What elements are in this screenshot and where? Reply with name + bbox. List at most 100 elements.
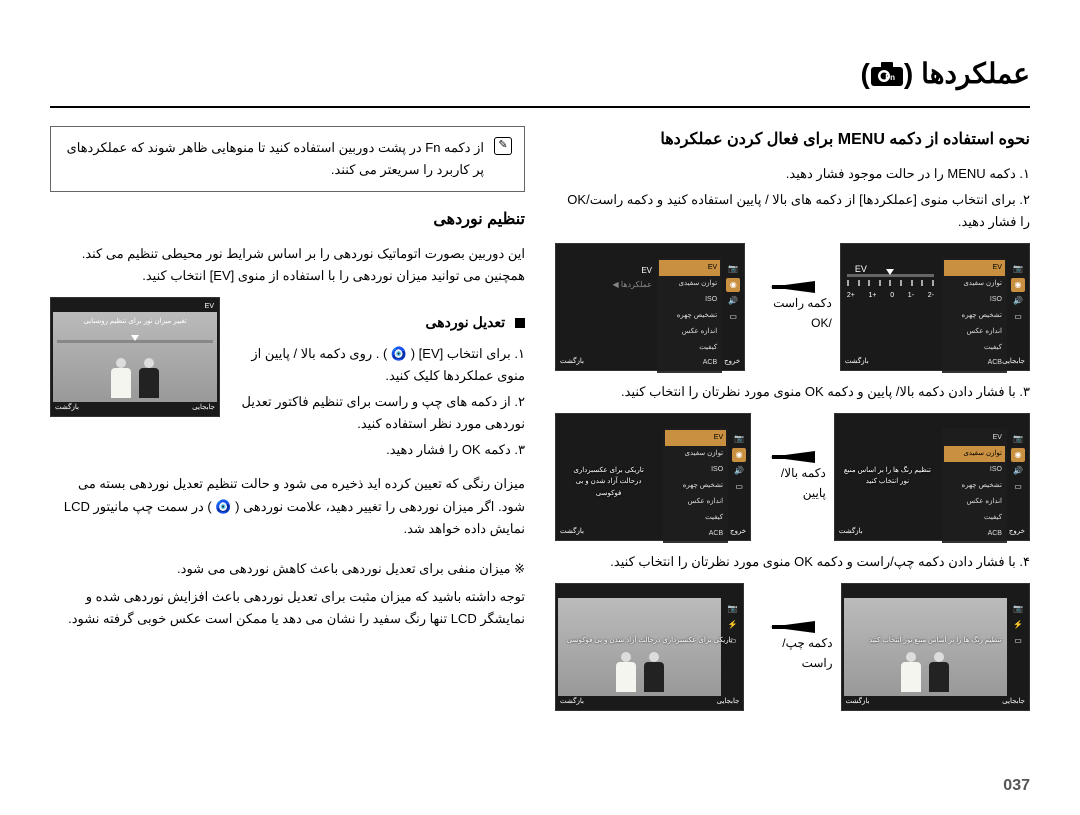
display-icon: ▭ [1011,310,1025,324]
menu-item: توازن سفیدی [665,446,726,462]
side-label: EV [641,266,652,275]
mode-icon: 📷 [726,262,740,276]
sound-icon: 🔊 [1011,294,1025,308]
arrow-left-icon [770,451,815,463]
ev-num: 0 [890,290,894,302]
menu-item: EV [944,260,1005,276]
camera-screen-right-3: 📷 ⚡ ▭ تاریکی برای عکسبرداری درحالت آزاد … [555,583,744,711]
camera-pair-1: 📷 ◉ 🔊 ▭ EV توازن سفیدی ISO تشخیص چهره ان… [555,243,1030,371]
step-3: ۳. با فشار دادن دکمه بالا/ پایین و دکمه … [555,381,1030,403]
step-4: ۴. با فشار دادن دکمه چپ/راست و دکمه OK م… [555,551,1030,573]
left-step-2: ۲. از دکمه های چپ و راست برای تنظیم فاکت… [234,391,525,435]
camera-screen-ev-1: 📷 ◉ 🔊 ▭ EV توازن سفیدی ISO تشخیص چهره ان… [840,243,1030,371]
exposure-camera-screen: EV تغییر میزان نور برای تنظیم روشنایی ج [50,297,220,417]
note2-line1: ※ میزان منفی برای تعدیل نوردهی باعث کاهش… [50,558,525,580]
back-label: بازگشت [560,526,584,538]
step-1: ۱. دکمه MENU را در حالت موجود فشار دهید. [555,163,1030,185]
icon-column: 📷 ◉ 🔊 ▭ [1011,432,1025,494]
mode-icon: 📷 [1011,602,1025,616]
bullet-icon [515,318,525,328]
menu-item: تشخیص چهره [659,308,720,324]
menu-item: تشخیص چهره [665,478,726,494]
move-label: جابجایی [1002,696,1025,708]
menu-item: تشخیص چهره [944,308,1005,324]
flash-icon: ⚡ [1011,618,1025,632]
sub-heading-text: تعدیل نوردهی [426,314,506,330]
display-icon: ▭ [726,310,740,324]
photo-preview [558,598,721,696]
menu-item: اندازه عکس [944,324,1005,340]
exposure-heading: تنظیم نوردهی [50,206,525,233]
back-label: بازگشت [846,696,870,708]
menu-item: اندازه عکس [944,494,1005,510]
camera-screen-left-3: 📷 ⚡ ▭ تنظیم رنگ ها را بر اساس منبع نور ا… [841,583,1030,711]
menu-item: کیفیت [944,340,1005,356]
page-title: عملکردها ( Fn ) [50,50,1030,108]
camera-screen-menu-1: 📷 ◉ 🔊 ▭ EV توازن سفیدی ISO تشخیص چهره ان… [555,243,745,371]
mode-icon: 📷 [1011,262,1025,276]
note-box: ✎ از دکمه Fn در پشت دوربین استفاده کنید … [50,126,525,192]
ev-num: +2 [847,290,855,302]
left-step-1: ۱. برای انتخاب [EV] ( 🧿 ) . روی دکمه بال… [234,343,525,387]
menu-item: کیفیت [665,510,726,526]
display-icon: ▭ [1011,480,1025,494]
move-label: جابجایی [192,402,215,414]
back-label: بازگشت [560,696,584,708]
display-icon: ▭ [732,480,746,494]
right-heading: نحوه استفاده از دکمه MENU برای فعال کردن… [555,126,1030,153]
pair-label-2: دکمه بالا/پایین [759,463,826,504]
ev-num: -2 [928,290,934,302]
back-label: بازگشت [845,356,869,368]
exit-label: خروج [730,526,746,538]
move-label: جابجایی [1002,356,1025,368]
back-label: بازگشت [839,526,863,538]
ev-num: -1 [908,290,914,302]
camera-pair-2: 📷 ◉ 🔊 ▭ EV توازن سفیدی ISO تشخیص چهره ان… [555,413,1030,541]
exit-label: خروج [724,356,740,368]
menu-item: ISO [665,462,726,478]
func-icon: ◉ [1011,278,1025,292]
mode-icon: 📷 [1011,432,1025,446]
move-label: جابجایی [717,696,740,708]
pair-label-1: دکمه راست /OK [753,293,832,334]
mode-icon: 📷 [732,432,746,446]
flash-icon: ⚡ [725,618,739,632]
title-text: عملکردها [921,50,1030,98]
menu-item: ISO [944,292,1005,308]
hint-text: تاریکی برای عکسبرداری درحالت آزاد شدن و … [556,635,743,647]
bottom-bar: جابجایی بازگشت [55,402,215,414]
icon-column: 📷 ◉ 🔊 ▭ [1011,262,1025,324]
menu-item: اندازه عکس [665,494,726,510]
note-icon: ✎ [494,137,512,155]
menu-item: EV [659,260,720,276]
func-icon: ◉ [1011,448,1025,462]
bottom-bar: جابجایی بازگشت [845,356,1025,368]
icon-column: 📷 ◉ 🔊 ▭ [732,432,746,494]
right-column: نحوه استفاده از دکمه MENU برای فعال کردن… [555,126,1030,722]
back-label: بازگشت [55,402,79,414]
func-icon: ◉ [732,448,746,462]
exit-label: خروج [1009,526,1025,538]
icon-column: 📷 ◉ 🔊 ▭ [726,262,740,324]
menu-item: کیفیت [659,340,720,356]
hint-text: تنظیم رنگ ها را بر اساس منبع نور انتخاب … [842,635,1029,647]
menu-item: توازن سفیدی [944,276,1005,292]
sound-icon: 🔊 [726,294,740,308]
hint-text: تاریکی برای عکسبرداری درحالت آزاد شدن و … [562,465,655,501]
bottom-bar: خروج بازگشت [560,526,746,538]
camera-screen-right-2: 📷 ◉ 🔊 ▭ EV توازن سفیدی ISO تشخیص چهره ان… [555,413,751,541]
bottom-bar: جابجایی بازگشت [560,696,739,708]
bottom-bar: خروج بازگشت [560,356,740,368]
menu-item: ISO [659,292,720,308]
pair-label-3: دکمه چپ/ راست [752,633,832,674]
photo-preview [844,598,1007,696]
exposure-para: این دوربین بصورت اتوماتیک نوردهی را بر ا… [50,243,525,287]
note-text: از دکمه Fn در پشت دوربین استفاده کنید تا… [63,137,484,181]
exposure-para2: میزان رنگی که تعیین کرده اید ذخیره می شو… [50,473,525,539]
menu-item: اندازه عکس [659,324,720,340]
left-step-3: ۳. دکمه OK را فشار دهید. [234,439,525,461]
note2-line2: توجه داشته باشید که میزان مثبت برای تعدی… [50,586,525,630]
back-label: بازگشت [560,356,584,368]
ev-num: +1 [869,290,877,302]
func-icon: ◉ [726,278,740,292]
